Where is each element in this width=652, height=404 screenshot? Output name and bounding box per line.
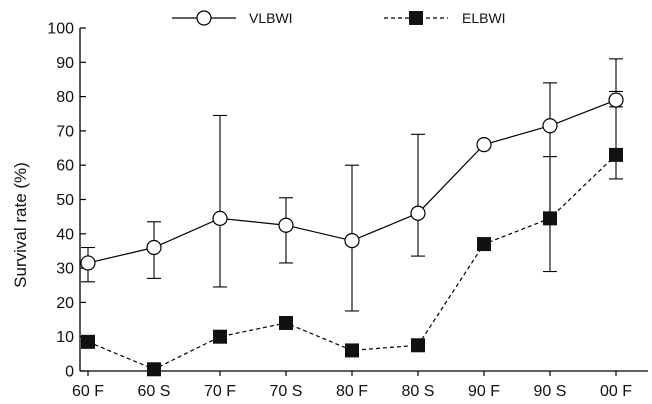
data-point-vlbwi — [476, 137, 492, 153]
y-axis-ticks: 0 10 20 30 40 50 60 70 80 90 100 — [47, 21, 86, 381]
data-point-elbwi — [477, 237, 491, 252]
legend-marker-vlbwi — [196, 10, 212, 26]
data-point-elbwi — [147, 362, 161, 377]
x-tick-label: 00 F — [600, 383, 632, 400]
y-tick-label: 80 — [56, 89, 74, 106]
data-point-vlbwi — [608, 92, 624, 108]
data-point-vlbwi — [278, 217, 294, 233]
y-tick-label: 40 — [56, 226, 74, 243]
y-tick-label: 100 — [47, 21, 74, 38]
error-bars — [81, 58, 623, 312]
data-point-elbwi — [411, 338, 425, 353]
legend-label-vlbwi: VLBWI — [249, 10, 293, 26]
y-axis-label: Survival rate (%) — [11, 162, 30, 288]
y-tick-label: 90 — [56, 55, 74, 72]
legend-label-elbwi: ELBWI — [462, 10, 506, 26]
y-tick-label: 70 — [56, 123, 74, 140]
y-tick-label: 10 — [56, 329, 74, 346]
x-tick-label: 60 F — [72, 383, 104, 400]
x-tick-label: 60 S — [138, 383, 171, 400]
series-markers — [80, 92, 624, 377]
data-point-elbwi — [345, 343, 359, 358]
axes — [79, 28, 648, 372]
data-point-vlbwi — [542, 118, 558, 134]
x-tick-label: 80 S — [402, 383, 435, 400]
data-point-elbwi — [213, 329, 227, 344]
x-tick-label: 90 F — [468, 383, 500, 400]
data-point-vlbwi — [146, 239, 162, 256]
legend-marker-elbwi — [409, 11, 423, 25]
y-tick-label: 30 — [56, 261, 74, 278]
data-point-vlbwi — [80, 255, 96, 271]
data-point-vlbwi — [410, 205, 426, 221]
data-point-vlbwi — [344, 233, 360, 249]
data-point-elbwi — [81, 334, 95, 349]
legend: VLBWI ELBWI — [172, 10, 506, 26]
x-tick-label: 70 S — [270, 383, 303, 400]
y-tick-label: 20 — [56, 295, 74, 312]
x-tick-label: 90 S — [534, 383, 567, 400]
y-tick-label: 60 — [56, 158, 74, 175]
x-tick-label: 80 F — [336, 383, 368, 400]
data-point-vlbwi — [212, 210, 228, 226]
y-tick-label: 50 — [56, 192, 74, 209]
y-tick-label: 0 — [65, 364, 74, 381]
x-tick-label: 70 F — [204, 383, 236, 400]
data-point-elbwi — [609, 147, 623, 162]
data-point-elbwi — [543, 211, 557, 226]
data-point-elbwi — [279, 315, 293, 330]
x-axis-ticks: 60 F 60 S 70 F 70 S 80 F 80 S 90 F 90 S 00 F — [72, 371, 632, 400]
